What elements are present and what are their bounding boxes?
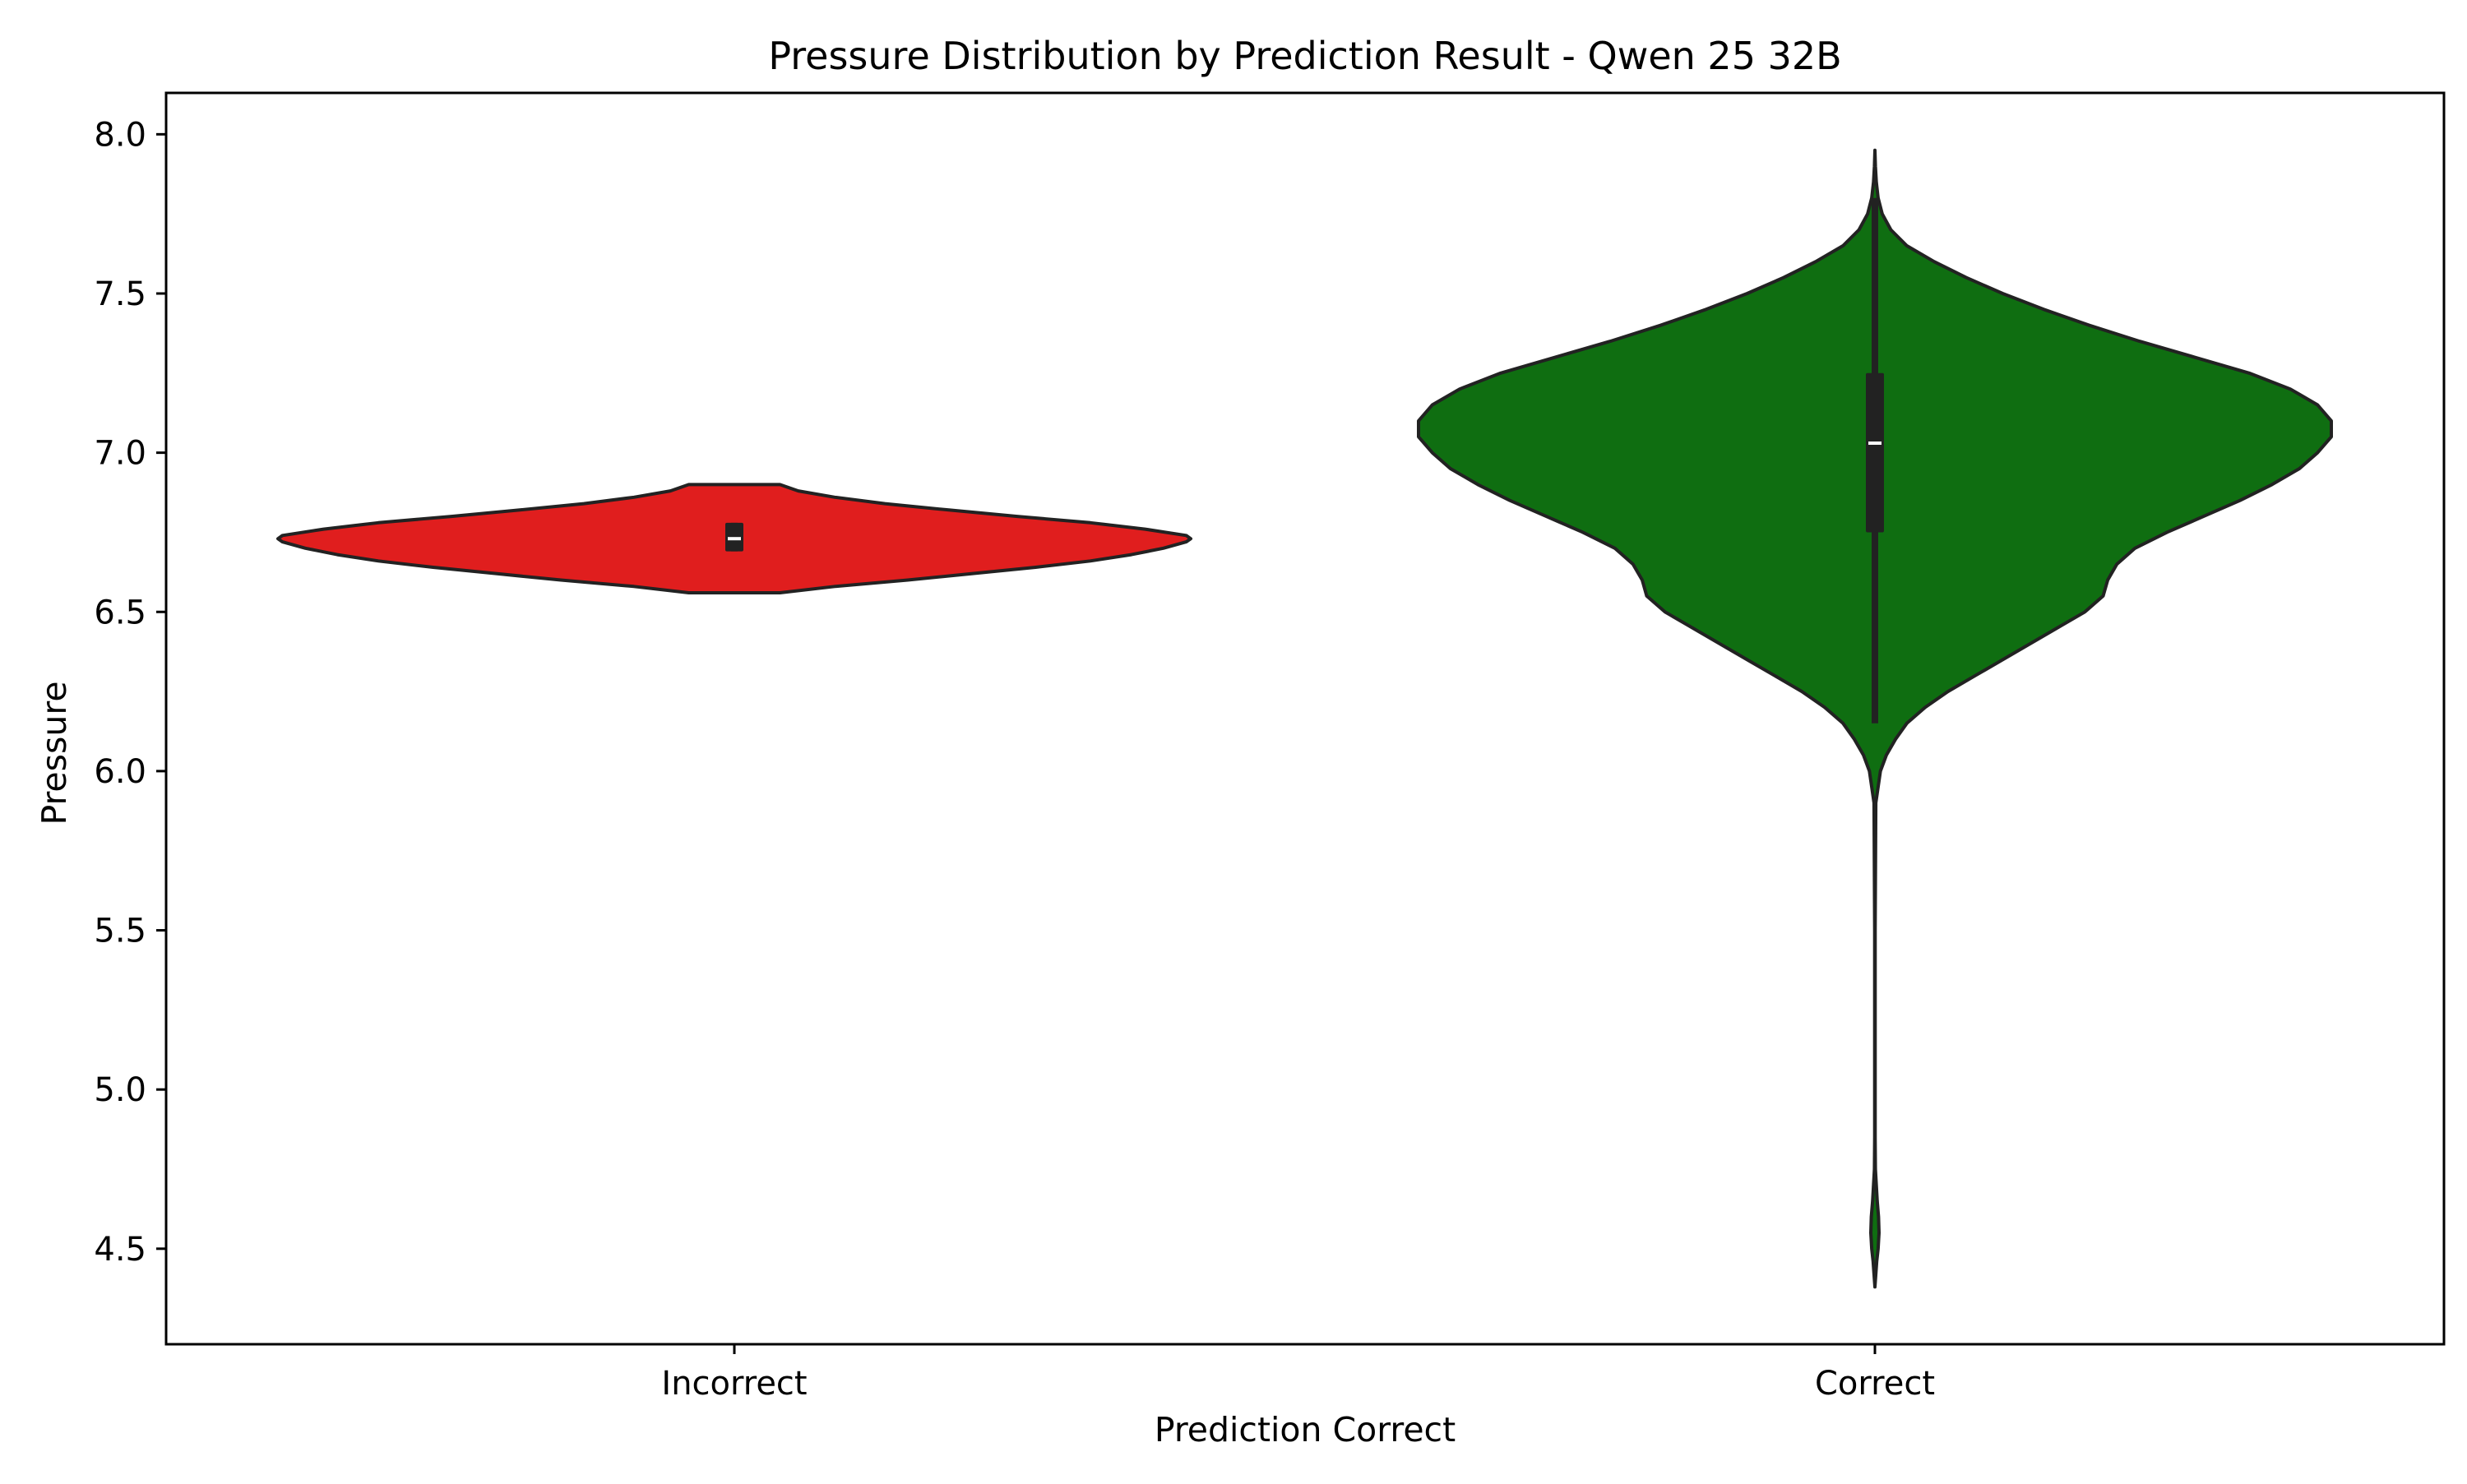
violin-correct [1417, 148, 2333, 1289]
y-tick-label: 7.0 [94, 435, 146, 473]
axes-frame [164, 91, 2446, 1346]
plot-area [276, 148, 2333, 1289]
y-tick-label: 5.5 [94, 913, 146, 950]
x-tick-label-incorrect: Incorrect [661, 1365, 807, 1403]
x-tick-label-correct: Correct [1815, 1365, 1935, 1403]
y-tick-label: 5.0 [94, 1071, 146, 1109]
chart-title: Pressure Distribution by Prediction Resu… [768, 34, 1841, 78]
axes: 4.5 5.0 5.5 6.0 6.5 7.0 7.5 8.0 Incorrect Correct [94, 91, 2446, 1403]
x-axis-label: Prediction Correct [1155, 1410, 1456, 1449]
y-tick-label: 6.0 [94, 753, 146, 791]
y-tick-label: 6.5 [94, 594, 146, 631]
y-tick-label: 7.5 [94, 275, 146, 313]
iqr-box-correct [1866, 372, 1884, 533]
y-tick-label: 4.5 [94, 1231, 146, 1269]
violin-incorrect [276, 483, 1192, 594]
y-tick-label: 8.0 [94, 116, 146, 154]
y-axis-label: Pressure [35, 681, 74, 825]
